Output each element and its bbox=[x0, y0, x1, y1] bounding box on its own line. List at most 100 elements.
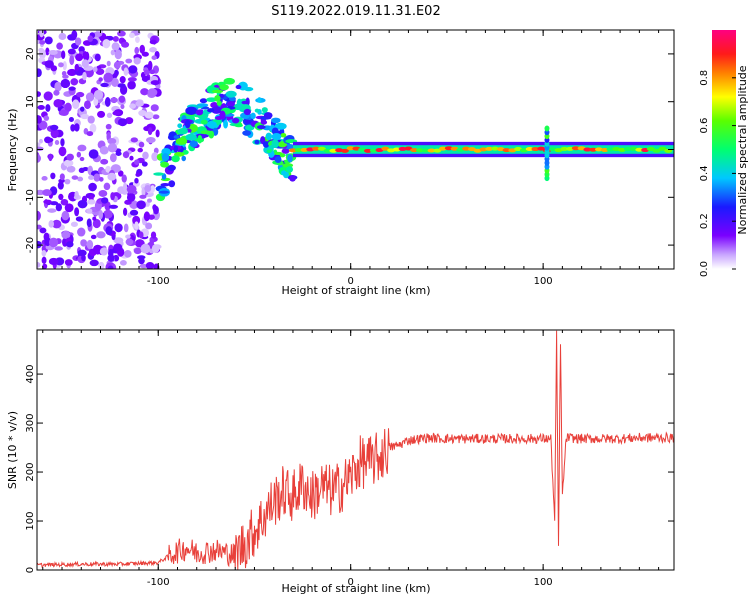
band-cell bbox=[236, 98, 243, 108]
noise-cell bbox=[37, 154, 41, 163]
colorbar: 0.0 0.2 0.4 0.6 0.8 Normalized spectral ampl… bbox=[699, 30, 749, 277]
noise-cell bbox=[140, 88, 149, 96]
band-cell bbox=[206, 121, 217, 128]
spectrogram-xtick-label: 100 bbox=[534, 276, 553, 287]
noise-cell bbox=[110, 97, 118, 103]
noise-cell bbox=[37, 68, 42, 77]
noise-cell bbox=[98, 209, 104, 220]
noise-cell bbox=[77, 176, 84, 182]
colorbar-tick-label: 0.8 bbox=[699, 70, 710, 86]
noise-cell bbox=[121, 41, 130, 48]
noise-cell bbox=[87, 35, 94, 42]
noise-cell bbox=[48, 220, 55, 228]
noise-cell bbox=[75, 53, 84, 62]
noise-cell bbox=[55, 203, 63, 212]
noise-cell bbox=[119, 76, 126, 84]
noise-cell bbox=[152, 204, 157, 211]
noise-cell bbox=[87, 199, 96, 205]
noise-cell bbox=[110, 49, 115, 56]
line-core-cell bbox=[312, 146, 321, 151]
spectrogram-ytick-label: 10 bbox=[25, 95, 36, 108]
noise-cell bbox=[129, 103, 137, 109]
noise-cell bbox=[107, 254, 115, 262]
noise-cell bbox=[94, 53, 101, 62]
snr-ytick-label: 100 bbox=[25, 511, 36, 530]
spectrogram-ytick-label: 20 bbox=[25, 48, 36, 61]
snr-ytick-label: 400 bbox=[25, 365, 36, 384]
line-core-cell bbox=[323, 148, 332, 153]
noise-cell bbox=[77, 249, 87, 257]
line-core-cell bbox=[502, 148, 511, 153]
noise-cell bbox=[67, 48, 76, 55]
noise-cell bbox=[56, 42, 63, 50]
noise-cell bbox=[102, 38, 111, 49]
band-cell bbox=[211, 106, 222, 114]
colorbar-label: Normalized spectral amplitude bbox=[736, 65, 749, 234]
band-cell bbox=[219, 84, 229, 91]
noise-cell bbox=[58, 193, 64, 201]
noise-cell bbox=[41, 176, 48, 181]
snr-axes: -100 0 100 0 100 200 300 400 bbox=[25, 330, 674, 588]
noise-cell bbox=[107, 137, 117, 145]
noise-cell bbox=[145, 261, 155, 269]
noise-cell bbox=[135, 172, 141, 177]
band-cell bbox=[177, 123, 183, 129]
band-cell bbox=[167, 164, 176, 172]
noise-cell bbox=[70, 124, 76, 132]
band-cell bbox=[242, 130, 252, 136]
noise-cell bbox=[45, 104, 51, 112]
band-cell bbox=[260, 120, 268, 125]
spectrogram-ytick-label: -20 bbox=[25, 237, 36, 253]
noise-cell bbox=[43, 91, 53, 101]
noise-cell bbox=[133, 247, 142, 255]
snr-ytick-label: 200 bbox=[25, 462, 36, 481]
noise-cell bbox=[86, 208, 93, 214]
noise-cell bbox=[87, 115, 95, 124]
spectrogram-xlabel: Height of straight line (km) bbox=[281, 284, 430, 297]
noise-cell bbox=[54, 246, 63, 251]
noise-cell bbox=[58, 32, 67, 41]
noise-cell bbox=[81, 254, 86, 262]
noise-cell bbox=[54, 81, 62, 92]
noise-cell bbox=[125, 117, 134, 125]
noise-cell bbox=[89, 259, 99, 267]
noise-cell bbox=[44, 36, 53, 45]
band-cell bbox=[225, 90, 237, 98]
band-cell bbox=[232, 117, 240, 124]
noise-cell bbox=[61, 71, 67, 77]
noise-cell bbox=[112, 36, 119, 42]
line-core-cell bbox=[410, 148, 419, 153]
line-core-cell bbox=[623, 147, 632, 152]
noise-cell bbox=[80, 239, 88, 247]
noise-cell bbox=[78, 167, 85, 174]
noise-cell bbox=[60, 138, 65, 147]
snr-frame bbox=[36, 329, 675, 571]
colorbar-ticks: 0.0 0.2 0.4 0.6 0.8 bbox=[699, 70, 736, 277]
noise-cell bbox=[139, 256, 145, 262]
noise-cell bbox=[96, 231, 106, 239]
band-cell bbox=[274, 156, 282, 164]
noise-cell bbox=[147, 127, 153, 136]
band-cell bbox=[214, 95, 221, 102]
band-cell bbox=[200, 119, 208, 125]
band-cell bbox=[171, 155, 180, 163]
noise-cell bbox=[60, 78, 71, 89]
noise-cell bbox=[107, 143, 118, 153]
noise-cell bbox=[105, 226, 113, 236]
noise-cell bbox=[101, 197, 109, 204]
noise-cell bbox=[155, 84, 161, 89]
noise-cell bbox=[147, 60, 153, 71]
noise-cell bbox=[97, 110, 106, 118]
line-core-cell bbox=[427, 148, 436, 153]
noise-cell bbox=[71, 175, 79, 180]
noise-cell bbox=[100, 82, 109, 88]
band-cell bbox=[168, 180, 176, 188]
noise-cell bbox=[125, 238, 134, 246]
noise-cell bbox=[127, 80, 136, 90]
noise-cell bbox=[37, 240, 42, 249]
noise-cell bbox=[149, 69, 156, 75]
noise-cell bbox=[89, 123, 97, 133]
snr-ylabel: SNR (10 * v/v) bbox=[6, 411, 19, 489]
noise-cell bbox=[88, 175, 95, 180]
noise-cell bbox=[47, 208, 57, 213]
